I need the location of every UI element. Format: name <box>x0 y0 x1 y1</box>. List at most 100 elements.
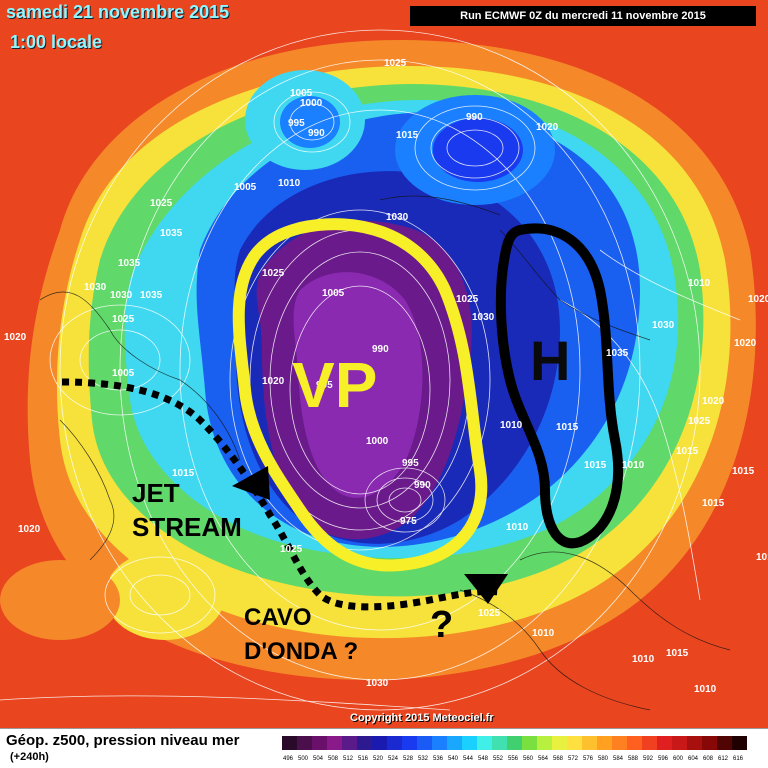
legend-label: 528 <box>403 756 414 762</box>
legend-swatch <box>492 736 507 750</box>
pressure-label: 1015 <box>556 422 579 433</box>
legend-swatch <box>552 736 567 750</box>
pressure-label: 990 <box>372 344 389 355</box>
legend-swatch <box>537 736 552 750</box>
pressure-label: 1010 <box>278 178 301 189</box>
legend-label: 588 <box>628 756 639 762</box>
copyright: Copyright 2015 Meteociel.fr <box>350 712 494 724</box>
legend-swatch <box>297 736 312 750</box>
forecast-time: 1:00 locale <box>10 32 103 52</box>
legend-label: 520 <box>373 756 384 762</box>
legend-swatch <box>447 736 462 750</box>
legend-label: 564 <box>538 756 549 762</box>
pressure-label: 1025 <box>150 198 173 209</box>
south-warm-2 <box>0 560 120 640</box>
pressure-label: 1020 <box>734 338 757 349</box>
legend-label: 508 <box>328 756 339 762</box>
pressure-label: 1025 <box>262 268 285 279</box>
pressure-label: 1025 <box>688 416 711 427</box>
isobars <box>0 29 741 711</box>
legend-label: 596 <box>658 756 669 762</box>
cavo-label-line2: D'ONDA ? <box>244 638 359 665</box>
legend-label: 500 <box>298 756 309 762</box>
pressure-label: 1000 <box>366 436 389 447</box>
jet-arrow-2 <box>464 574 508 604</box>
pressure-label: 1020 <box>18 524 41 535</box>
legend-swatch <box>642 736 657 750</box>
legend-label: 532 <box>418 756 429 762</box>
map-title: Géop. z500, pression niveau mer <box>6 732 240 749</box>
question-label: ? <box>430 604 454 646</box>
legend-swatch <box>387 736 402 750</box>
pressure-label: 1015 <box>584 460 607 471</box>
pressure-label: 1030 <box>652 320 675 331</box>
pressure-label: 1010 <box>506 522 529 533</box>
pressure-label: 1035 <box>140 290 163 301</box>
pressure-label: 1010 <box>532 628 555 639</box>
legend-swatch <box>282 736 297 750</box>
legend-swatch <box>732 736 747 750</box>
legend-label: 512 <box>343 756 354 762</box>
pressure-label: 1005 <box>234 182 257 193</box>
pressure-label: 995 <box>288 118 305 129</box>
legend-swatch <box>312 736 327 750</box>
legend-swatch <box>567 736 582 750</box>
pressure-label: 1020 <box>702 396 725 407</box>
legend-label: 548 <box>478 756 489 762</box>
legend-swatch <box>342 736 357 750</box>
vp-outline <box>232 218 488 572</box>
pressure-label: 1015 <box>666 648 689 659</box>
legend-swatch <box>477 736 492 750</box>
legend-label: 524 <box>388 756 399 762</box>
legend-swatch <box>327 736 342 750</box>
pressure-label: 1030 <box>110 290 133 301</box>
legend-label: 552 <box>493 756 504 762</box>
jet-stream-path <box>61 378 501 611</box>
legend-label: 608 <box>703 756 714 762</box>
pressure-label: 1030 <box>472 312 495 323</box>
pressure-label: 1035 <box>118 258 141 269</box>
south-warm-1 <box>105 550 225 640</box>
legend-swatch <box>627 736 642 750</box>
legend-swatch <box>597 736 612 750</box>
pressure-label: 1010 <box>622 460 645 471</box>
legend-swatch <box>462 736 477 750</box>
jet-label-line1: JET <box>132 478 180 508</box>
legend-label: 572 <box>568 756 579 762</box>
pressure-label: 1015 <box>676 446 699 457</box>
pressure-label: 1025 <box>384 58 407 69</box>
pressure-label: 1030 <box>386 212 409 223</box>
pressure-label: 1005 <box>290 88 313 99</box>
forecast-step: (+240h) <box>10 751 49 763</box>
legend-swatch <box>672 736 687 750</box>
pressure-label: 1035 <box>160 228 183 239</box>
pressure-label: 1015 <box>702 498 725 509</box>
legend-swatch <box>357 736 372 750</box>
vp-label: VP <box>292 349 378 421</box>
legend-swatch <box>612 736 627 750</box>
pressure-label: 995 <box>402 458 419 469</box>
legend-swatch <box>522 736 537 750</box>
legend-label: 540 <box>448 756 459 762</box>
pressure-label: 1030 <box>84 282 107 293</box>
legend-swatch <box>417 736 432 750</box>
pressure-label: 975 <box>400 516 417 527</box>
pressure-label: 1020 <box>748 294 768 305</box>
pressure-label: 1030 <box>366 678 389 689</box>
model-run-banner: Run ECMWF 0Z du mercredi 11 novembre 201… <box>410 6 756 26</box>
legend-swatch <box>702 736 717 750</box>
jet-label-line2: STREAM <box>132 512 242 542</box>
legend-label: 592 <box>643 756 654 762</box>
pressure-label: 1010 <box>500 420 523 431</box>
forecast-date: samedi 21 novembre 2015 <box>6 2 230 22</box>
pressure-label: 1010 <box>694 684 717 695</box>
pressure-label: 1015 <box>396 130 419 141</box>
pressure-label: 1015 <box>732 466 755 477</box>
pressure-label: 1020 <box>536 122 559 133</box>
legend-label: 616 <box>733 756 744 762</box>
pressure-label: 1025 <box>280 544 303 555</box>
legend-swatch <box>717 736 732 750</box>
pressure-label: 1025 <box>478 608 501 619</box>
